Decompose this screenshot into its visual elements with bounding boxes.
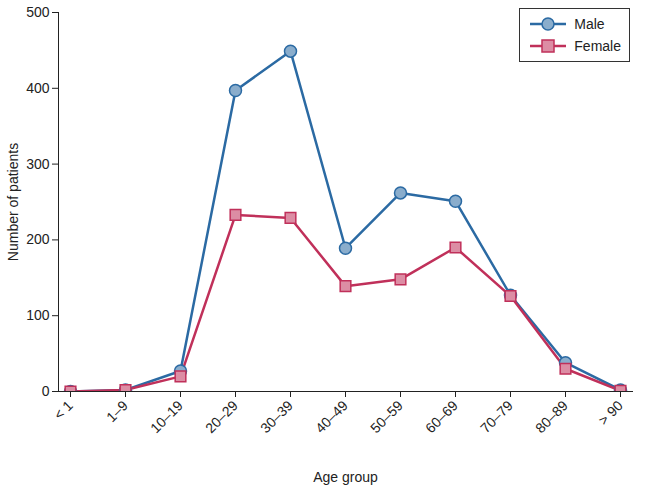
svg-text:20–29: 20–29 bbox=[202, 397, 241, 436]
svg-text:> 90: > 90 bbox=[595, 397, 626, 428]
svg-text:300: 300 bbox=[26, 156, 50, 172]
svg-text:30–39: 30–39 bbox=[257, 397, 296, 436]
svg-text:100: 100 bbox=[26, 307, 50, 323]
svg-text:10–19: 10–19 bbox=[147, 397, 186, 436]
svg-text:200: 200 bbox=[26, 231, 50, 247]
svg-text:70–79: 70–79 bbox=[477, 397, 516, 436]
svg-text:50–59: 50–59 bbox=[367, 397, 406, 436]
svg-text:60–69: 60–69 bbox=[422, 397, 461, 436]
html-text:Female: Female bbox=[574, 38, 621, 54]
svg-text:Age group: Age group bbox=[313, 469, 378, 485]
svg-text:1–9: 1–9 bbox=[103, 397, 131, 425]
svg-text:400: 400 bbox=[26, 80, 50, 96]
svg-text:Number of patients: Number of patients bbox=[5, 143, 21, 261]
svg-text:< 1: < 1 bbox=[50, 397, 76, 423]
svg-text:40–49: 40–49 bbox=[312, 397, 351, 436]
html-text:Male: Male bbox=[574, 16, 605, 32]
svg-text:0: 0 bbox=[42, 383, 50, 399]
svg-text:80–89: 80–89 bbox=[532, 397, 571, 436]
svg-text:500: 500 bbox=[26, 4, 50, 20]
